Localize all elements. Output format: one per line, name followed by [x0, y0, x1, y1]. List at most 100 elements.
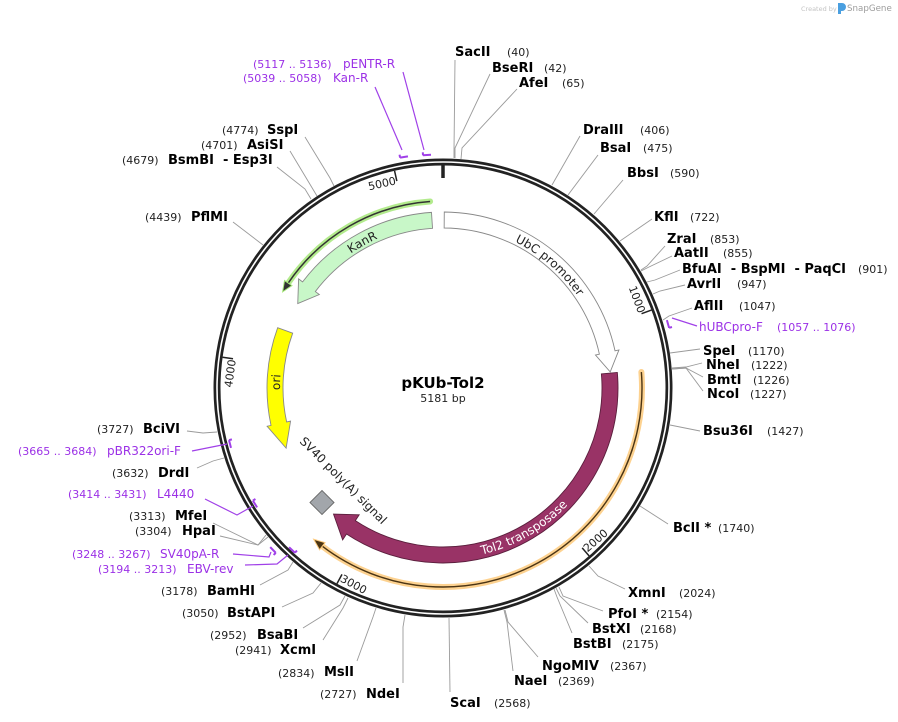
- enzyme-site[interactable]: (3304) HpaI: [135, 524, 269, 546]
- enzyme-site[interactable]: (3632) DrdI: [112, 457, 225, 481]
- enzyme-site[interactable]: AfeI (65): [460, 76, 585, 160]
- enzyme-name[interactable]: PflMI: [191, 210, 228, 225]
- enzyme-name[interactable]: BamHI: [207, 584, 255, 599]
- enzyme-site[interactable]: (2941) XcmI: [235, 597, 349, 658]
- enzyme-site[interactable]: NaeI (2369): [503, 609, 595, 689]
- enzyme-name[interactable]: ScaI: [450, 696, 481, 711]
- enzyme-name[interactable]: BbsI: [627, 166, 659, 181]
- enzyme-name[interactable]: NcoI: [707, 387, 739, 402]
- primer-site[interactable]: hUBCpro-F (1057 .. 1076): [665, 317, 856, 334]
- enzyme-site[interactable]: (2952) BsaBI: [210, 595, 346, 643]
- primer-site[interactable]: (3194 .. 3213) EBV-rev: [98, 545, 298, 576]
- tol2-transposase-feature[interactable]: [332, 371, 619, 564]
- enzyme-site[interactable]: (4701) AsiSI: [201, 138, 318, 197]
- enzyme-site[interactable]: ScaI (2568): [448, 617, 531, 711]
- enzyme-name[interactable]: BfuAI - BspMI - PaqCI: [682, 262, 846, 277]
- enzyme-name[interactable]: BmtI: [707, 373, 742, 388]
- enzyme-name[interactable]: NgoMIV: [542, 659, 599, 674]
- enzyme-name[interactable]: AfeI: [519, 76, 548, 91]
- enzyme-name[interactable]: AvrII: [687, 277, 721, 292]
- enzyme-site[interactable]: XmnI (2024): [588, 565, 716, 601]
- enzyme-site[interactable]: (4679) BsmBI - Esp3I: [122, 153, 312, 200]
- primer-name[interactable]: hUBCpro-F: [699, 320, 763, 334]
- enzyme-name[interactable]: MfeI: [175, 509, 207, 524]
- enzyme-name[interactable]: NheI: [706, 358, 740, 373]
- enzyme-name[interactable]: BsaBI: [257, 628, 298, 643]
- enzyme-site[interactable]: (2834) MslI: [278, 607, 377, 680]
- enzyme-name[interactable]: DraIII: [583, 123, 624, 138]
- enzyme-name[interactable]: BciVI: [143, 422, 180, 437]
- enzyme-name[interactable]: BstBI: [573, 637, 612, 652]
- tol2-orf-line[interactable]: [312, 369, 645, 591]
- enzyme-site[interactable]: (2727) NdeI: [320, 614, 406, 702]
- primer-site[interactable]: (3414 .. 3431) L4440: [68, 487, 260, 516]
- primer-site[interactable]: (5117 .. 5136) pENTR-R: [253, 57, 432, 157]
- enzyme-name[interactable]: XmnI: [628, 586, 666, 601]
- enzyme-name[interactable]: Bsu36I: [703, 424, 753, 439]
- enzyme-name[interactable]: BclI *: [673, 521, 711, 536]
- primer-marker-icon[interactable]: [268, 546, 277, 556]
- enzyme-site[interactable]: KflI (722): [619, 210, 720, 242]
- enzyme-site[interactable]: NcoI (1227): [671, 367, 787, 402]
- enzyme-name[interactable]: SacII: [455, 45, 491, 60]
- enzyme-name[interactable]: PfoI *: [608, 607, 648, 622]
- primer-marker-icon[interactable]: [228, 438, 234, 449]
- primer-name[interactable]: pENTR-R: [343, 57, 395, 71]
- enzyme-site[interactable]: BstBI (2175): [553, 588, 659, 652]
- enzyme-site[interactable]: AvrII (947): [652, 277, 767, 295]
- primer-name[interactable]: Kan-R: [333, 71, 368, 85]
- enzyme-name[interactable]: XcmI: [280, 643, 316, 658]
- primer-marker-icon[interactable]: [252, 498, 260, 508]
- kanr-feature[interactable]: [297, 211, 434, 305]
- enzyme-name[interactable]: HpaI: [182, 524, 216, 539]
- sv40-polya-signal-feature[interactable]: [309, 489, 335, 516]
- enzyme-site[interactable]: AflII (1047): [662, 299, 776, 321]
- kanr-orf-line[interactable]: [281, 198, 434, 293]
- enzyme-site[interactable]: BclI * (1740): [639, 505, 755, 536]
- enzyme-site[interactable]: SacII (40): [453, 45, 530, 158]
- enzyme-site[interactable]: (3050) BstAPI: [182, 582, 322, 621]
- enzyme-name[interactable]: SspI: [267, 123, 298, 138]
- enzyme-site[interactable]: PfoI * (2154): [558, 586, 693, 622]
- enzyme-name[interactable]: AsiSI: [247, 138, 283, 153]
- primer-site[interactable]: (5039 .. 5058) Kan-R: [243, 71, 409, 159]
- enzyme-site[interactable]: (4439) PflMI: [145, 210, 264, 246]
- primer-site[interactable]: (3665 .. 3684) pBR322ori-F: [18, 438, 234, 458]
- enzyme-name[interactable]: KflI: [654, 210, 679, 225]
- enzyme-site[interactable]: (4774) SspI: [222, 123, 335, 187]
- enzyme-site[interactable]: BsaI (475): [567, 141, 673, 196]
- primer-name[interactable]: pBR322ori-F: [107, 444, 181, 458]
- enzyme-name[interactable]: SpeI: [703, 344, 735, 359]
- enzyme-site[interactable]: BmtI (1226): [671, 367, 790, 388]
- enzyme-name[interactable]: BsmBI - Esp3I: [168, 153, 273, 168]
- ubc-promoter-feature[interactable]: [443, 211, 620, 373]
- enzyme-site[interactable]: DraIII (406): [551, 123, 670, 186]
- enzyme-name[interactable]: NdeI: [366, 687, 400, 702]
- primer-marker-icon[interactable]: [421, 152, 432, 157]
- enzyme-site[interactable]: NgoMIV (2367): [504, 609, 647, 674]
- enzyme-site[interactable]: AatII (855): [640, 246, 753, 272]
- enzyme-name[interactable]: ZraI: [667, 232, 696, 247]
- enzyme-name[interactable]: BsaI: [600, 141, 631, 156]
- primer-site[interactable]: (3248 .. 3267) SV40pA-R: [72, 546, 277, 561]
- enzyme-site[interactable]: (3178) BamHI: [161, 561, 294, 599]
- enzyme-site[interactable]: (3313) MfeI: [129, 509, 267, 546]
- enzyme-site[interactable]: SpeI (1170): [669, 344, 785, 359]
- primer-name[interactable]: L4440: [157, 487, 194, 501]
- enzyme-site[interactable]: ZraI (853): [640, 232, 740, 271]
- enzyme-site[interactable]: BfuAI - BspMI - PaqCI (901): [646, 262, 888, 283]
- ori-feature[interactable]: [266, 327, 294, 450]
- primer-name[interactable]: EBV-rev: [187, 562, 233, 576]
- enzyme-name[interactable]: BstXI: [592, 622, 631, 637]
- enzyme-site[interactable]: BseRI (42): [454, 61, 567, 158]
- enzyme-name[interactable]: DrdI: [158, 466, 189, 481]
- enzyme-name[interactable]: BseRI: [492, 61, 533, 76]
- enzyme-site[interactable]: (3727) BciVI: [97, 422, 218, 437]
- primer-name[interactable]: SV40pA-R: [160, 547, 219, 561]
- enzyme-site[interactable]: BbsI (590): [593, 166, 700, 215]
- enzyme-name[interactable]: AatII: [674, 246, 709, 261]
- enzyme-name[interactable]: MslI: [324, 665, 354, 680]
- enzyme-site[interactable]: BstXI (2168): [555, 587, 677, 637]
- primer-marker-icon[interactable]: [665, 319, 673, 329]
